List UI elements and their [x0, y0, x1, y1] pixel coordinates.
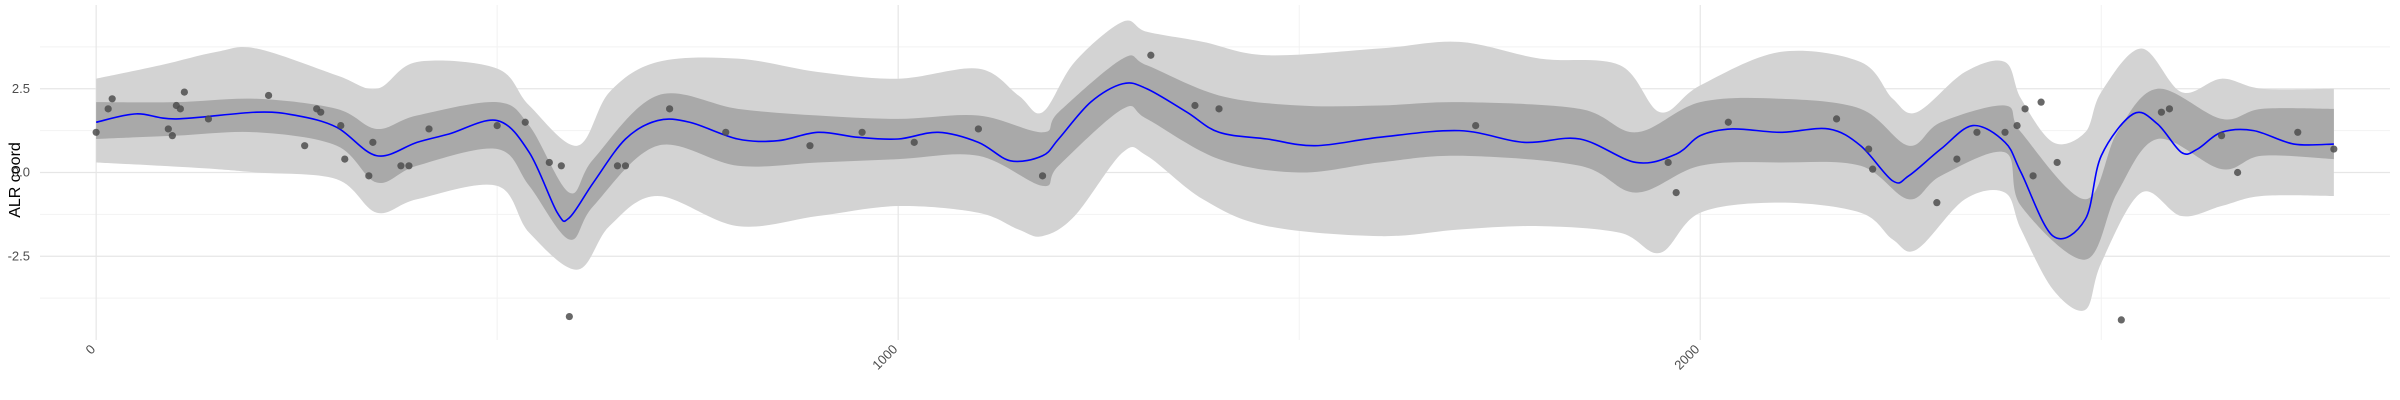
data-point	[2294, 128, 2302, 136]
data-point	[337, 122, 345, 130]
data-point	[2217, 132, 2226, 140]
data-point	[176, 105, 184, 113]
data-point	[806, 142, 814, 150]
data-point	[1147, 51, 1155, 59]
x-tick-label: 0	[83, 342, 99, 358]
data-point	[2001, 128, 2009, 136]
data-point	[2021, 105, 2029, 113]
mean-line	[95, 82, 2334, 240]
data-point	[1869, 165, 1877, 173]
data-point	[1865, 145, 1873, 153]
data-point	[1191, 101, 1199, 110]
data-point	[397, 162, 405, 170]
data-point	[317, 108, 325, 116]
y-tick-label: -2.5	[8, 248, 30, 263]
data-point	[1664, 158, 1672, 167]
data-point	[108, 95, 116, 103]
data-point	[493, 122, 501, 130]
data-point	[1832, 115, 1841, 123]
x-axis-ticks: 0 1000 2000	[83, 342, 1703, 373]
data-point	[521, 118, 529, 126]
x-tick-label: 2000	[1671, 342, 1702, 373]
data-point	[104, 105, 112, 113]
data-point	[910, 138, 918, 146]
data-point	[1215, 105, 1223, 113]
data-point	[369, 138, 377, 146]
data-point	[2117, 316, 2125, 324]
data-point	[2165, 105, 2174, 113]
data-point	[425, 125, 433, 133]
data-point	[2330, 145, 2338, 153]
inner-credible-band	[96, 55, 2334, 260]
data-point	[1973, 128, 1981, 136]
data-point	[341, 155, 349, 163]
data-point	[2234, 168, 2242, 177]
data-point	[1472, 122, 1480, 130]
data-point	[1672, 189, 1680, 197]
x-tick-label: 1000	[869, 342, 900, 373]
data-point	[858, 128, 866, 136]
data-point	[301, 142, 309, 150]
data-point	[974, 125, 982, 133]
data-point	[2157, 108, 2166, 116]
data-point	[722, 128, 730, 136]
data-point	[545, 158, 553, 167]
data-point	[2053, 158, 2061, 167]
data-point	[557, 162, 565, 170]
data-point	[1038, 172, 1047, 180]
y-axis-title: ALR coord	[7, 142, 24, 218]
data-point	[613, 162, 622, 170]
data-point	[204, 115, 213, 123]
data-point	[92, 128, 100, 136]
data-point	[621, 162, 630, 170]
data-point	[1953, 155, 1961, 163]
data-point	[168, 132, 176, 140]
outer-credible-band	[96, 20, 2334, 311]
y-tick-label: 0.0	[12, 165, 30, 180]
y-axis-ticks: -2.5 0.0 2.5	[8, 81, 30, 264]
y-tick-label: 2.5	[12, 81, 30, 96]
data-point	[365, 172, 373, 180]
data-point	[2029, 172, 2037, 180]
data-point	[164, 125, 172, 133]
data-point	[1724, 118, 1732, 126]
data-point	[405, 162, 413, 170]
data-point	[264, 91, 273, 100]
data-point	[2037, 98, 2045, 106]
data-point	[180, 88, 188, 96]
observed-points	[92, 51, 2338, 324]
data-point	[565, 312, 573, 321]
data-point	[666, 105, 674, 113]
data-point	[2013, 122, 2021, 130]
data-point	[1933, 199, 1941, 207]
